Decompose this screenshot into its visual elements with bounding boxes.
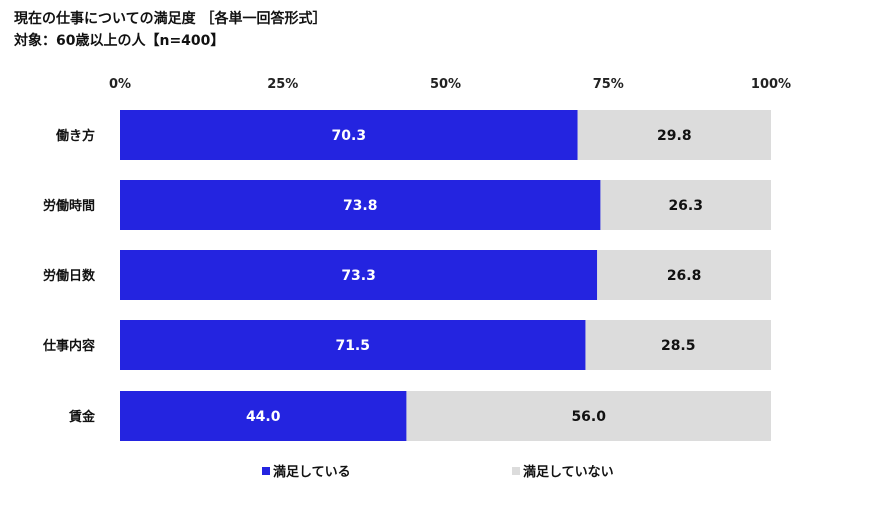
category-label: 労働時間 <box>43 198 95 214</box>
bar-unsatisfied <box>597 250 771 300</box>
legend-label: 満足している <box>273 464 351 480</box>
bar-satisfied <box>120 180 601 230</box>
data-label: 71.5 <box>335 338 370 354</box>
bar-satisfied <box>120 250 598 300</box>
bar-unsatisfied <box>600 180 771 230</box>
data-label: 73.3 <box>341 268 376 284</box>
bar-satisfied <box>120 391 407 441</box>
data-label: 28.5 <box>661 338 696 354</box>
legend-label: 満足していない <box>523 464 614 480</box>
data-label: 29.8 <box>657 128 692 144</box>
data-label: 26.3 <box>668 198 703 214</box>
x-tick-label: 100% <box>751 77 791 92</box>
category-label: 賃金 <box>68 409 96 425</box>
bar-satisfied <box>120 110 578 160</box>
category-label: 仕事内容 <box>42 338 95 354</box>
x-tick-label: 25% <box>267 77 298 92</box>
chart-title: 現在の仕事についての満足度 ［各単一回答形式］ <box>14 11 327 27</box>
x-tick-label: 75% <box>593 77 624 92</box>
x-tick-label: 50% <box>430 77 461 92</box>
data-label: 44.0 <box>246 409 281 425</box>
data-label: 70.3 <box>332 128 367 144</box>
legend-swatch <box>262 467 270 475</box>
data-label: 26.8 <box>667 268 702 284</box>
x-tick-label: 0% <box>109 77 131 92</box>
bar-unsatisfied <box>585 320 771 370</box>
category-label: 労働日数 <box>43 268 96 284</box>
bar-unsatisfied <box>577 110 771 160</box>
chart-subtitle: 対象：60歳以上の人【n=400】 <box>14 33 225 49</box>
data-label: 56.0 <box>571 409 606 425</box>
category-label: 働き方 <box>55 128 95 144</box>
bar-satisfied <box>120 320 586 370</box>
legend-swatch <box>512 467 520 475</box>
data-label: 73.8 <box>343 198 378 214</box>
bar-unsatisfied <box>406 391 771 441</box>
